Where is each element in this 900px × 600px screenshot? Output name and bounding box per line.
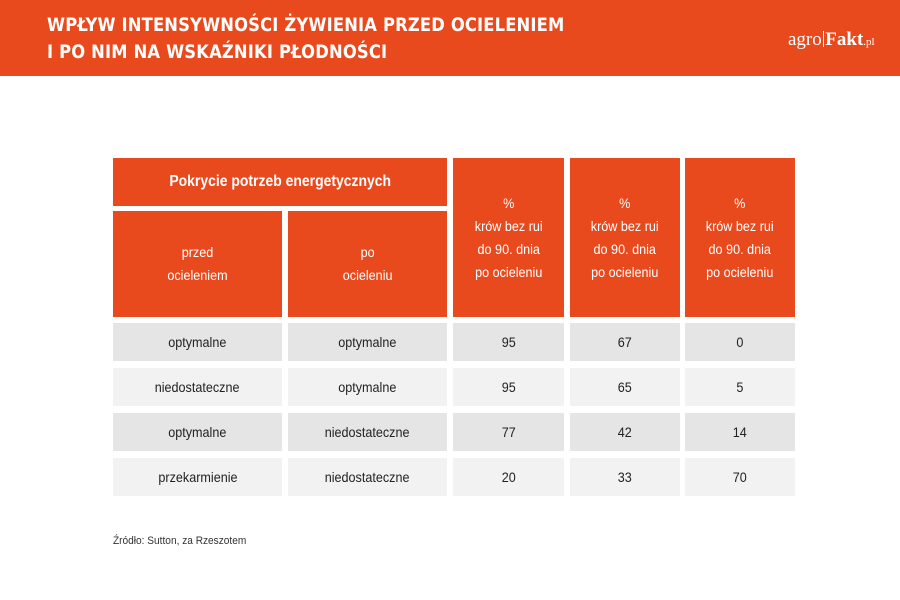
table-cell-r2-c2-text: optymalne [338, 379, 397, 395]
column-header-5-text: % krów bez rui do 90. dnia po ocieleniu [706, 194, 774, 280]
agrofakt-logo: agro Fakt.pl [788, 29, 875, 51]
header-group-energy: Pokrycie potrzeb energetycznych [113, 158, 447, 206]
logo-prefix: agro [788, 29, 822, 50]
table-cell-r4-c3-text: 20 [501, 469, 516, 485]
table-cell-r3-c5: 14 [685, 413, 795, 451]
column-header-4: % krów bez rui do 90. dnia po ocieleniu [570, 158, 680, 317]
header-group-energy-text: Pokrycie potrzeb energetycznych [169, 173, 391, 190]
table-cell-r4-c4-text: 33 [617, 469, 633, 485]
table-cell-r4-c2-text: niedostateczne [325, 469, 410, 485]
column-header-3: % krów bez rui do 90. dnia po ocieleniu [453, 158, 564, 317]
column-header-5: % krów bez rui do 90. dnia po ocieleniu [685, 158, 795, 317]
title-line-2: I PO NIM NA WSKAŹNIKI PŁODNOŚCI [47, 41, 388, 63]
title-line-1: WPŁYW INTENSYWNOŚCI ŻYWIENIA PRZED OCIEL… [47, 14, 565, 36]
table-cell-r3-c1: optymalne [113, 413, 282, 451]
table-cell-r2-c1: niedostateczne [113, 368, 282, 406]
table-cell-r3-c3-text: 77 [501, 424, 516, 440]
logo-divider [822, 31, 825, 47]
table-cell-r2-c3-text: 95 [501, 379, 516, 395]
table-cell-r1-c4: 67 [570, 323, 680, 361]
table-cell-r2-c4-text: 65 [617, 379, 633, 395]
column-header-3-text: % krów bez rui do 90. dnia po ocieleniu [474, 194, 543, 280]
logo-suffix: .pl [863, 36, 875, 48]
table-cell-r1-c3: 95 [453, 323, 564, 361]
table-cell-r3-c5-text: 14 [732, 424, 748, 440]
table-cell-r4-c1-text: przekarmienie [157, 469, 238, 485]
table-cell-r2-c5-text: 5 [736, 379, 744, 395]
table-cell-r2-c3: 95 [453, 368, 564, 406]
source-note: Źródło: Sutton, za Rzeszotem [113, 535, 247, 547]
table-cell-r3-c3: 77 [453, 413, 564, 451]
table-cell-r2-c5: 5 [685, 368, 795, 406]
logo-main: Fakt [825, 29, 864, 50]
table-cell-r3-c2-text: niedostateczne [325, 424, 410, 440]
column-header-2: po ocieleniu [288, 211, 447, 317]
table-cell-r1-c5-text: 0 [736, 334, 744, 350]
table-cell-r4-c5-text: 70 [732, 469, 748, 485]
table-cell-r2-c2: optymalne [288, 368, 447, 406]
table-cell-r1-c2-text: optymalne [338, 334, 397, 350]
table-cell-r1-c2: optymalne [288, 323, 447, 361]
table-cell-r1-c1-text: optymalne [168, 334, 227, 350]
column-header-1-text: przed ocieleniem [167, 244, 228, 283]
table-cell-r1-c5: 0 [685, 323, 795, 361]
table-cell-r2-c1-text: niedostateczne [155, 379, 240, 395]
table-cell-r1-c1: optymalne [113, 323, 282, 361]
table-cell-r4-c2: niedostateczne [288, 458, 447, 496]
table-cell-r4-c3: 20 [453, 458, 564, 496]
column-header-4-text: % krów bez rui do 90. dnia po ocieleniu [591, 194, 659, 280]
table-cell-r4-c5: 70 [685, 458, 795, 496]
table-cell-r1-c3-text: 95 [501, 334, 516, 350]
table-cell-r4-c4: 33 [570, 458, 680, 496]
table-cell-r3-c4: 42 [570, 413, 680, 451]
table-cell-r3-c1-text: optymalne [168, 424, 227, 440]
title-banner: WPŁYW INTENSYWNOŚCI ŻYWIENIA PRZED OCIEL… [0, 0, 900, 76]
table-cell-r4-c1: przekarmienie [113, 458, 282, 496]
table-cell-r3-c4-text: 42 [617, 424, 633, 440]
column-header-2-text: po ocieleniu [342, 244, 393, 283]
table-cell-r1-c4-text: 67 [617, 334, 633, 350]
table-cell-r2-c4: 65 [570, 368, 680, 406]
column-header-1: przed ocieleniem [113, 211, 282, 317]
table-cell-r3-c2: niedostateczne [288, 413, 447, 451]
